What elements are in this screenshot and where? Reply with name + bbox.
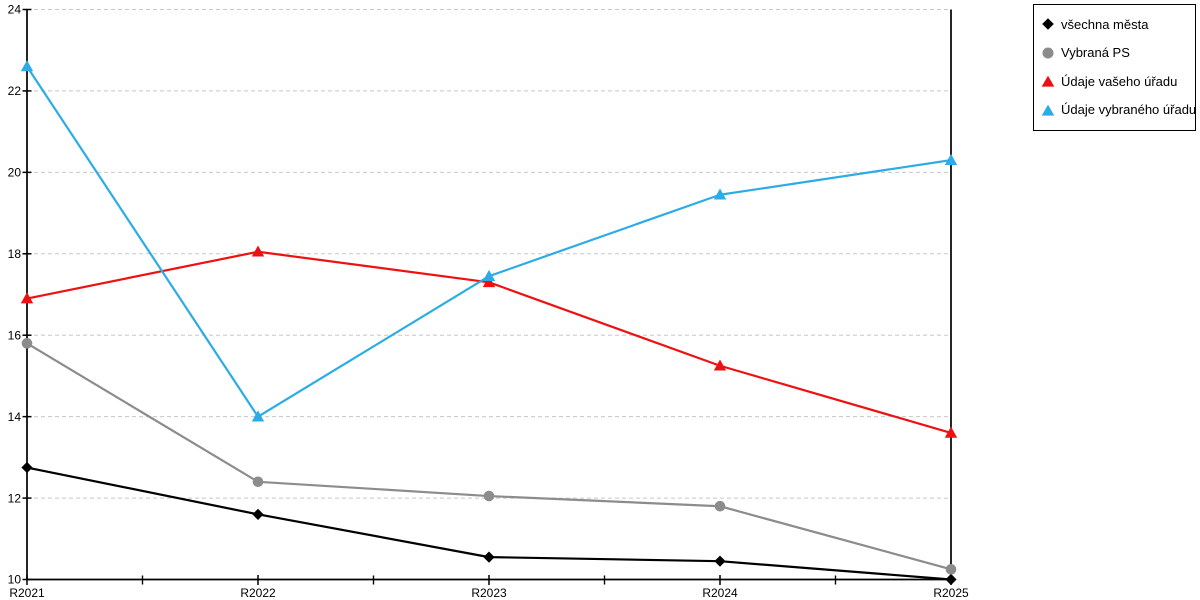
circle-shape — [1042, 47, 1054, 59]
x-tick-label-R2024: R2024 — [702, 586, 738, 600]
data-point-marker — [482, 269, 496, 281]
data-point-marker — [482, 275, 496, 288]
legend-label: Údaje vybraného úřadu — [1061, 102, 1197, 118]
triangle-icon — [1041, 104, 1055, 116]
x-tick-label-R2025: R2025 — [933, 586, 969, 600]
data-point-marker — [945, 564, 957, 575]
x-tick-label-R2021: R2021 — [9, 586, 45, 600]
y-tick-label-16: 16 — [8, 328, 22, 342]
data-point-marker — [483, 490, 495, 502]
data-point-marker — [20, 292, 34, 304]
legend-item-3: Údaje vybraného úřadu — [1041, 96, 1196, 125]
y-tick-label-22: 22 — [8, 84, 22, 98]
triangle-shape — [1041, 104, 1055, 116]
data-point-marker — [251, 245, 265, 257]
series-line-1 — [26, 342, 952, 571]
data-point-marker — [483, 551, 495, 563]
diamond-icon — [1042, 18, 1054, 31]
data-point-marker — [252, 476, 264, 488]
legend: všechna města Vybraná PS Údaje vašeho úřad… — [1033, 4, 1196, 131]
x-tick-label-R2023: R2023 — [471, 586, 507, 600]
legend-label: všechna města — [1061, 16, 1149, 32]
y-tick-label-12: 12 — [8, 491, 22, 505]
legend-item-0: všechna města — [1041, 10, 1188, 39]
data-point-marker — [20, 60, 34, 72]
data-point-marker — [21, 338, 33, 349]
data-point-marker — [252, 508, 264, 520]
triangle-icon — [1041, 75, 1055, 87]
data-point-marker — [251, 410, 265, 422]
data-point-marker — [714, 500, 726, 512]
y-tick-label-20: 20 — [8, 166, 22, 180]
y-tick-label-14: 14 — [8, 410, 22, 424]
legend-label: Údaje vašeho úřadu — [1061, 73, 1178, 89]
y-tick-label-10: 10 — [8, 573, 22, 587]
data-point-marker — [714, 555, 726, 567]
y-tick-label-18: 18 — [8, 247, 22, 261]
series-line-3 — [26, 65, 952, 418]
legend-item-1: Vybraná PS — [1041, 39, 1188, 68]
data-point-marker — [945, 573, 957, 586]
triangle-shape — [1041, 75, 1055, 87]
y-tick-label-24: 24 — [8, 3, 22, 17]
circle-icon — [1042, 47, 1054, 59]
data-point-marker — [21, 461, 33, 474]
data-point-marker — [713, 188, 727, 200]
diamond-shape — [1042, 18, 1054, 31]
data-point-marker — [713, 359, 727, 371]
data-point-marker — [944, 426, 958, 438]
data-point-marker — [944, 153, 958, 165]
legend-label: Vybraná PS — [1061, 45, 1130, 61]
x-tick-label-R2022: R2022 — [240, 586, 276, 600]
legend-item-2: Údaje vašeho úřadu — [1041, 67, 1188, 96]
